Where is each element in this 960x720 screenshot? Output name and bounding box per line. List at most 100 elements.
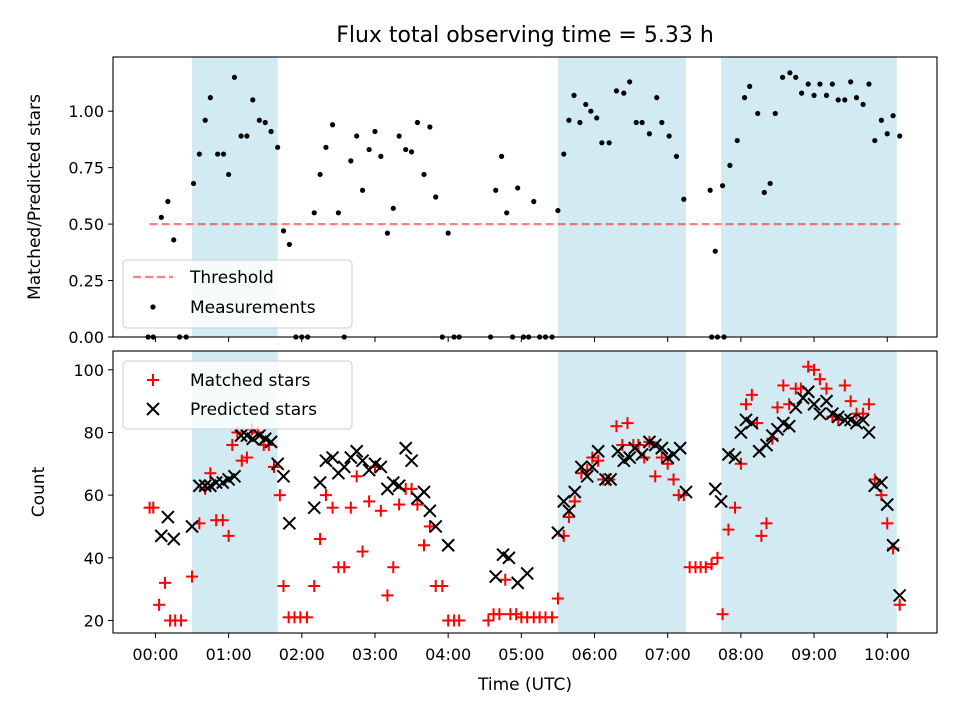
predicted-star-point	[831, 410, 845, 424]
matched-star-point	[621, 417, 634, 430]
predicted-star-point	[234, 428, 248, 443]
predicted-star-point	[349, 444, 364, 458]
measurement-point	[673, 153, 680, 159]
predicted-star-point	[404, 453, 419, 468]
chart-title: Flux total observing time = 5.33 h	[336, 23, 714, 48]
measurement-point	[805, 81, 811, 87]
matched-star-point	[326, 501, 339, 514]
predicted-star-point	[185, 519, 199, 534]
matched-star-point	[363, 495, 376, 508]
y-tick-label: 0.75	[68, 159, 104, 178]
x-tick-label: 09:00	[791, 645, 837, 664]
predicted-star-point	[862, 425, 876, 440]
x-tick-label: 04:00	[425, 645, 471, 664]
predicted-star-point	[745, 416, 759, 430]
measurement-point	[231, 74, 238, 80]
measurement-point	[445, 230, 451, 236]
predicted-star-point	[270, 457, 285, 471]
y-tick-label: 0.00	[68, 328, 104, 347]
observing-window-top-2	[721, 57, 897, 337]
matched-star-point	[838, 379, 851, 392]
x-tick-label: 00:00	[132, 645, 178, 664]
ratio-panel: 0.00 0.25 0.50 0.75 1.00 Matched/Predicted s…	[25, 56, 938, 347]
predicted-star-point	[399, 441, 413, 455]
ratio-panel-frame	[112, 56, 938, 338]
measurement-point	[583, 101, 589, 108]
predicted-star-point	[489, 569, 503, 584]
ratio-axis-label: Matched/Predicted stars	[25, 94, 45, 300]
observing-window-top-1	[557, 57, 686, 337]
measurement-point	[408, 149, 415, 155]
predicted-star-point	[192, 479, 207, 493]
measurement-point	[403, 146, 409, 153]
matched-star-point	[240, 451, 253, 464]
predicted-star-point	[562, 504, 576, 518]
matched-star-point	[755, 529, 768, 542]
measurement-point	[421, 171, 427, 178]
y-tick-label: 60	[84, 486, 104, 505]
matched-star-point	[393, 498, 406, 511]
measurement-point	[890, 113, 896, 119]
matched-star-point	[423, 520, 436, 533]
x-tick-label: 02:00	[279, 645, 325, 664]
measurement-point	[275, 144, 281, 150]
matched-star-point	[562, 511, 575, 524]
matched-star-point	[760, 517, 773, 530]
time-axis-label: Time (UTC)	[477, 675, 572, 695]
predicted-star-point	[313, 475, 327, 490]
measurement-point	[171, 237, 177, 243]
measurement-point	[734, 137, 740, 144]
measurement-point	[244, 133, 250, 139]
predicted-star-point	[708, 482, 722, 496]
matched-star-point	[722, 523, 735, 536]
predicted-star-point	[591, 444, 605, 458]
matched-star-point	[147, 501, 160, 514]
predicted-star-point	[819, 394, 834, 408]
count-panel: 00:00 01:00 02:00 03:00 04:00 05:00 06:00 07:00…	[29, 350, 938, 664]
measurement-point	[799, 90, 805, 96]
y-tick-label: 100	[73, 361, 104, 380]
measurement-point	[561, 151, 567, 157]
measurement-point	[817, 81, 823, 87]
predicted-star-point	[782, 419, 796, 433]
matched-star-point	[381, 589, 394, 602]
measurement-point	[681, 196, 687, 202]
matched-star-point	[667, 473, 680, 486]
measurement-point	[427, 124, 433, 130]
measurement-point	[414, 119, 421, 126]
matched-star-point	[277, 580, 290, 592]
measurement-point	[884, 131, 890, 137]
predicted-star-point	[789, 400, 803, 415]
predicted-star-point	[374, 460, 388, 474]
predicted-star-point	[721, 447, 736, 462]
predicted-star-point	[417, 485, 431, 499]
measurement-point	[719, 183, 726, 189]
predicted-star-point	[648, 438, 662, 452]
matched-star-point	[436, 580, 449, 592]
predicted-star-point	[429, 519, 443, 534]
predicted-star-point	[557, 494, 571, 509]
predicted-star-point	[441, 538, 455, 552]
measurement-point	[866, 81, 872, 87]
matched-star-point	[729, 501, 742, 514]
matched-star-point	[820, 382, 833, 395]
matched-star-point	[649, 470, 662, 483]
x-tick-label: 10:00	[864, 645, 910, 664]
x-tick-label: 08:00	[718, 645, 764, 664]
predicted-star-point	[801, 385, 815, 399]
measurement-point	[335, 210, 341, 216]
matched-star-point	[844, 395, 857, 408]
measurement-point	[190, 180, 197, 187]
measurement-point	[384, 230, 391, 236]
measurement-point	[727, 162, 733, 168]
matched-star-point	[893, 598, 906, 611]
measurement-point	[515, 185, 521, 191]
predicted-legend-label: Predicted stars	[190, 400, 317, 420]
measurement-point	[835, 97, 841, 103]
matched-star-point	[777, 379, 790, 392]
measurement-point	[707, 187, 713, 193]
measurement-point	[793, 74, 799, 80]
predicted-star-point	[574, 460, 589, 474]
matched-star-point	[175, 614, 188, 627]
measurement-point	[202, 117, 208, 123]
